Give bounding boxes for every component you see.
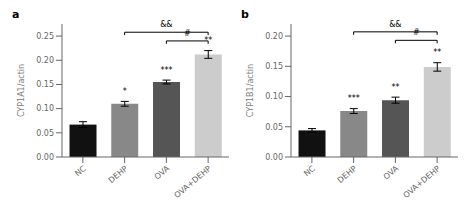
svg-text:**: **: [433, 48, 441, 57]
svg-text:NC: NC: [302, 164, 317, 179]
svg-text:OVA: OVA: [153, 164, 172, 182]
svg-text:DEHP: DEHP: [336, 164, 359, 185]
svg-text:#: #: [184, 29, 191, 38]
svg-text:0.05: 0.05: [36, 129, 54, 138]
svg-text:CYP1A1/actin: CYP1A1/actin: [17, 64, 26, 117]
svg-text:&&: &&: [160, 20, 172, 29]
svg-text:0.15: 0.15: [36, 80, 54, 89]
svg-text:CYP1B1/actin: CYP1B1/actin: [246, 64, 255, 117]
svg-text:0.25: 0.25: [36, 32, 54, 41]
svg-text:0.00: 0.00: [36, 153, 54, 162]
svg-text:0.20: 0.20: [265, 32, 283, 41]
html-text:b: b: [241, 8, 249, 21]
svg-text:*: *: [123, 87, 127, 96]
svg-text:**: **: [204, 36, 212, 45]
svg-text:0.10: 0.10: [36, 104, 54, 113]
svg-text:***: ***: [348, 94, 360, 103]
html-text:a: a: [12, 8, 20, 21]
svg-text:**: **: [391, 83, 399, 92]
svg-text:0.15: 0.15: [265, 62, 283, 71]
svg-text:0.00: 0.00: [265, 153, 283, 162]
svg-text:0.10: 0.10: [265, 92, 283, 101]
svg-text:DEHP: DEHP: [107, 164, 130, 185]
svg-text:***: ***: [160, 66, 172, 75]
svg-text:0.20: 0.20: [36, 56, 54, 65]
svg-text:OVA+DEHP: OVA+DEHP: [402, 164, 443, 200]
svg-text:OVA+DEHP: OVA+DEHP: [173, 164, 214, 200]
svg-text:0.05: 0.05: [265, 123, 283, 132]
svg-text:&&: &&: [389, 20, 401, 29]
svg-text:NC: NC: [73, 164, 88, 179]
svg-text:#: #: [413, 28, 420, 37]
svg-text:OVA: OVA: [382, 164, 401, 182]
